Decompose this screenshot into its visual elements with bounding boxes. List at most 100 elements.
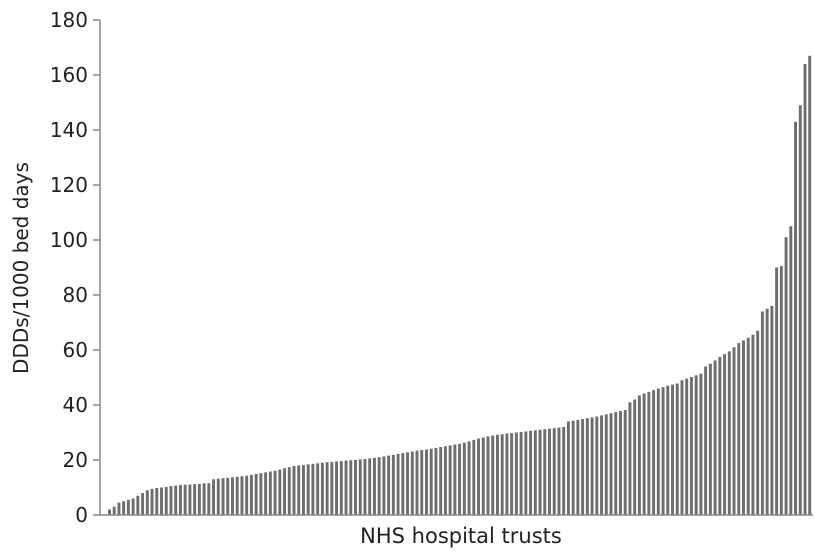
bars-group	[108, 55, 812, 516]
bar	[784, 237, 788, 515]
bar	[614, 412, 618, 515]
bar	[335, 461, 339, 516]
bar	[585, 418, 589, 515]
bar	[718, 356, 722, 516]
bar	[694, 375, 698, 515]
bar	[576, 419, 580, 515]
bar	[481, 437, 485, 515]
bar	[529, 430, 533, 515]
y-tick-label: 40	[63, 393, 88, 417]
bar	[174, 485, 178, 515]
bar	[680, 380, 684, 515]
bar	[633, 399, 637, 515]
bar	[396, 453, 400, 515]
bar	[571, 420, 575, 515]
bar	[122, 501, 126, 515]
bar	[557, 427, 561, 515]
bar	[533, 430, 537, 515]
bar	[320, 462, 324, 515]
bar	[699, 373, 703, 515]
bar	[713, 360, 717, 515]
bar	[737, 343, 741, 516]
bar	[126, 499, 130, 516]
bar	[486, 436, 490, 515]
bar	[462, 442, 466, 515]
bar	[760, 311, 764, 515]
bar	[472, 439, 476, 515]
bar	[443, 446, 447, 515]
bar	[245, 475, 249, 515]
bar	[779, 266, 783, 516]
bar	[306, 464, 310, 515]
bar	[642, 393, 646, 515]
bar	[505, 433, 509, 515]
bar	[117, 502, 121, 516]
bar	[458, 443, 462, 515]
bar	[202, 483, 206, 516]
bar	[155, 488, 159, 515]
bar	[207, 483, 211, 515]
y-tick-label: 120	[50, 173, 88, 197]
bar	[524, 431, 528, 515]
bar	[297, 465, 301, 515]
bar	[420, 450, 424, 515]
bar	[666, 385, 670, 515]
bar	[495, 434, 499, 515]
bar	[500, 434, 504, 515]
bar	[652, 390, 656, 515]
bar	[628, 402, 632, 515]
bar	[519, 431, 523, 515]
bar	[619, 411, 622, 515]
bar	[358, 459, 362, 515]
bar	[491, 435, 495, 515]
bar	[325, 462, 329, 515]
bar	[311, 463, 315, 515]
bar	[746, 337, 750, 516]
bar	[604, 414, 608, 515]
bar	[131, 498, 135, 515]
bar	[656, 388, 660, 515]
bar	[197, 483, 201, 515]
bar	[283, 468, 286, 515]
bar	[136, 495, 140, 515]
y-tick-label: 140	[50, 118, 88, 142]
bar	[415, 450, 419, 515]
bar	[675, 383, 679, 515]
bar	[467, 441, 471, 515]
bar	[742, 340, 745, 516]
bar	[401, 453, 405, 516]
bar	[595, 416, 599, 515]
bar	[363, 458, 367, 515]
bar	[410, 451, 414, 515]
bar	[273, 470, 277, 515]
bar	[510, 433, 514, 515]
bar	[254, 474, 258, 515]
bar	[316, 463, 320, 515]
bar	[548, 428, 551, 515]
bar	[808, 55, 812, 515]
bar	[562, 427, 566, 515]
bar	[387, 455, 391, 515]
bar	[685, 378, 689, 515]
bar	[514, 432, 518, 515]
y-axis-label: DDDs/1000 bed days	[9, 162, 33, 374]
bar	[425, 449, 428, 515]
bar	[235, 476, 239, 515]
bar	[372, 457, 376, 515]
bar	[249, 474, 253, 515]
bar	[278, 469, 282, 516]
bar	[301, 464, 305, 515]
bar	[708, 363, 712, 515]
y-tick-label: 80	[63, 283, 88, 307]
bar	[382, 456, 386, 515]
bar	[240, 476, 244, 515]
bar	[330, 461, 334, 515]
bar	[600, 415, 604, 515]
y-tick-label: 0	[75, 503, 88, 527]
bar	[108, 509, 111, 515]
bar	[590, 417, 594, 516]
bar	[689, 376, 693, 515]
bar	[169, 486, 173, 516]
